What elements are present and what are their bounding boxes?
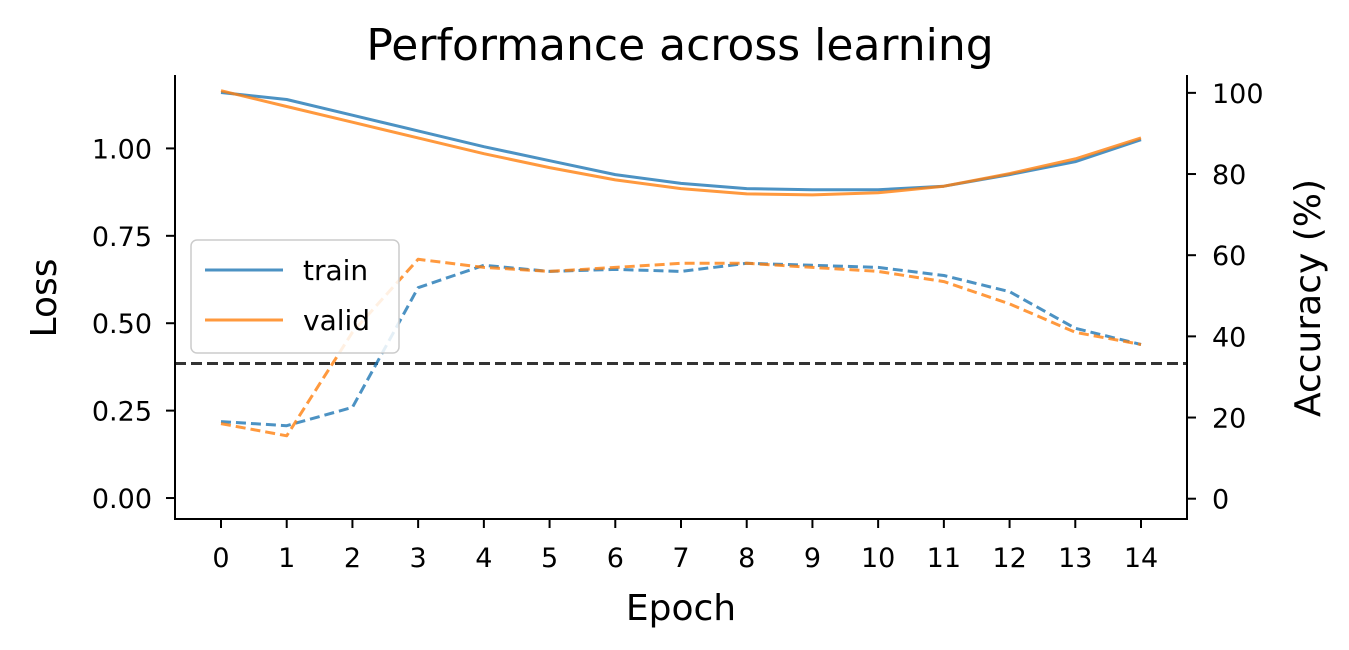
x-tick-label: 0 [212,543,229,574]
x-tick-label: 11 [927,543,961,574]
series-valid-loss-line [220,89,1142,197]
series-valid-accuracy-line [220,257,1142,438]
y2-tick-label: 0 [1212,485,1229,516]
y-tick-label: 0.75 [92,222,152,253]
y2-tick-label: 80 [1212,160,1246,191]
y-axis-ticks: 0.00 0.25 0.50 0.75 1.00 [92,134,175,515]
y-tick-label: 0.00 [92,484,152,515]
x-tick-label: 7 [672,543,689,574]
y-tick-label: 0.50 [92,309,152,340]
x-tick-label: 1 [278,543,295,574]
plot-area [175,89,1187,438]
x-tick-label: 2 [344,543,361,574]
legend-label-valid: valid [303,304,370,337]
y2-tick-label: 100 [1212,79,1264,110]
y-tick-label: 0.25 [92,397,152,428]
x-axis-label: Epoch [626,588,736,629]
x-tick-label: 4 [475,543,492,574]
y-tick-label: 1.00 [92,134,152,165]
y-axis-label: Loss [24,259,65,338]
x-tick-label: 12 [992,543,1026,574]
legend: train valid [190,239,400,354]
y2-axis-ticks: 0 20 40 60 80 100 [1187,79,1264,516]
x-tick-label: 8 [738,543,755,574]
x-tick-label: 9 [804,543,821,574]
series-train-accuracy-line [220,261,1142,428]
x-tick-label: 6 [607,543,624,574]
chart-title: Performance across learning [366,20,993,71]
legend-box [190,239,400,354]
legend-label-train: train [303,254,368,287]
y2-tick-label: 60 [1212,241,1246,272]
x-tick-label: 5 [541,543,558,574]
x-tick-label: 10 [861,543,895,574]
y2-tick-label: 20 [1212,404,1246,435]
x-tick-label: 14 [1124,543,1158,574]
y2-axis-label: Accuracy (%) [1288,179,1329,417]
y2-tick-label: 40 [1212,322,1246,353]
x-tick-label: 3 [410,543,427,574]
x-axis-ticks: 0 1 2 3 4 5 6 7 8 9 10 11 12 13 14 [212,519,1158,574]
x-tick-label: 13 [1058,543,1092,574]
